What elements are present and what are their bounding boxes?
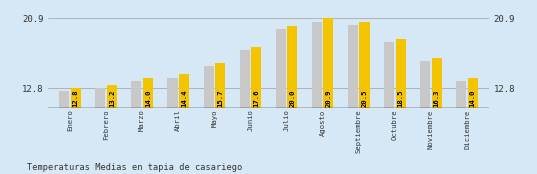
Bar [251,47,262,108]
Bar [323,18,333,108]
Bar [432,58,442,108]
Text: 13.2: 13.2 [109,89,115,107]
Text: 20.5: 20.5 [361,89,367,107]
Bar [420,61,430,108]
Bar [132,81,141,108]
Text: 14.0: 14.0 [145,89,151,107]
Bar [359,22,369,108]
Bar [287,26,297,108]
Bar [275,29,286,108]
Bar [396,39,405,108]
Text: 17.6: 17.6 [253,89,259,107]
Text: 20.9: 20.9 [325,89,331,107]
Bar [240,50,250,108]
Bar [71,88,81,108]
Bar [179,74,189,108]
Bar [204,66,214,108]
Bar [456,81,466,108]
Bar [468,78,478,108]
Text: 14.0: 14.0 [470,89,476,107]
Text: Temperaturas Medias en tapia de casariego: Temperaturas Medias en tapia de casarieg… [27,163,242,172]
Bar [59,92,69,108]
Text: 12.8: 12.8 [72,89,79,107]
Bar [348,25,358,108]
Text: 14.4: 14.4 [181,89,187,107]
Bar [384,42,394,108]
Text: 16.3: 16.3 [434,89,440,107]
Bar [107,85,117,108]
Text: 20.0: 20.0 [289,89,295,107]
Bar [312,22,322,108]
Text: 15.7: 15.7 [217,89,223,107]
Text: 18.5: 18.5 [397,89,404,107]
Bar [143,78,153,108]
Bar [215,63,225,108]
Bar [168,78,178,108]
Bar [95,88,105,108]
